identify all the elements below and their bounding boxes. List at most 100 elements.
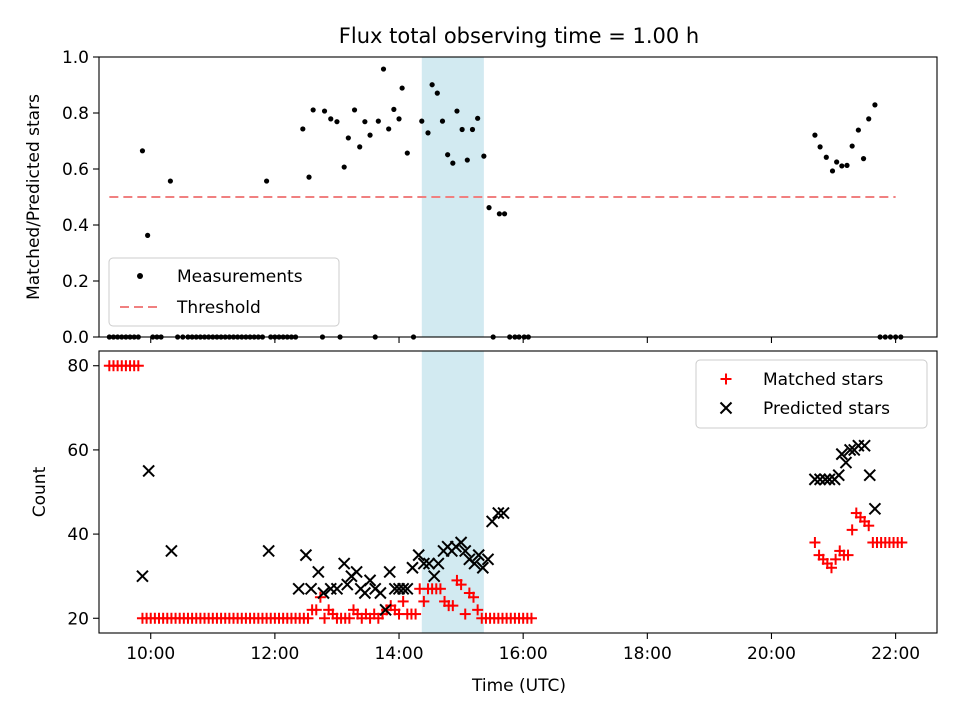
chart-title: Flux total observing time = 1.00 h [339, 24, 699, 48]
bottom-plot-frame [98, 350, 938, 634]
measurement-point [391, 106, 397, 112]
predicted-star-point [417, 557, 431, 570]
measurement-point [454, 108, 460, 114]
measurement-point [362, 119, 368, 125]
measurement-point [429, 82, 435, 88]
matched-star-point [310, 604, 322, 616]
top-y-tick-label: 0.4 [62, 216, 89, 236]
measurement-point [341, 164, 347, 170]
measurement-point [334, 119, 340, 125]
measurement-point [300, 126, 306, 132]
x-axis-label: Time (UTC) [471, 676, 566, 696]
top-y-tick-label: 0.8 [62, 104, 89, 124]
predicted-star-point [262, 544, 275, 558]
measurement-point [817, 144, 823, 150]
predicted-star-point [317, 586, 330, 600]
matched-star-point [830, 553, 842, 565]
top-y-tick-label: 0.6 [62, 160, 89, 180]
measurement-point [351, 107, 358, 113]
x-tick-label: 10:00 [126, 644, 175, 664]
predicted-star-point [858, 439, 871, 452]
predicted-star-point [337, 557, 351, 570]
measurement-point [839, 163, 845, 169]
legend-measurements-marker [137, 273, 143, 279]
measurement-point [469, 126, 476, 133]
matched-star-point [418, 595, 430, 607]
predicted-star-point [808, 473, 822, 486]
measurement-point [434, 90, 440, 96]
measurement-point [445, 152, 451, 158]
predicted-star-point [819, 473, 832, 486]
predicted-star-point [304, 582, 318, 596]
measurement-point [481, 153, 487, 159]
matched-star-point [410, 608, 422, 620]
bottom-y-axis: 20 40 60 80 [67, 357, 99, 629]
predicted-star-point [485, 515, 499, 528]
matched-star-point [846, 524, 858, 536]
matched-star-point [434, 583, 446, 595]
predicted-star-point [363, 574, 377, 587]
x-tick-label: 14:00 [375, 644, 424, 664]
predicted-star-point [142, 464, 155, 478]
predicted-star-point [459, 544, 472, 558]
measurement-point [396, 116, 402, 122]
measurement-point [139, 148, 146, 154]
predicted-star-point [396, 582, 410, 596]
matched-star-point [132, 360, 144, 372]
measurement-point [860, 156, 867, 162]
predicted-star-point [341, 578, 354, 591]
top-y-tick-label: 0.2 [62, 272, 89, 292]
top-y-axis: 0.0 0.2 0.4 0.6 0.8 1.0 [62, 48, 99, 348]
measurement-point [475, 115, 481, 121]
measurement-point [849, 143, 855, 149]
measurement-point [439, 118, 446, 124]
top-y-tick-label: 1.0 [62, 48, 89, 68]
top-plot-frame [98, 56, 938, 338]
matched-star-point [863, 520, 875, 532]
measurement-point [306, 174, 312, 180]
legend-plus-glyph [720, 373, 732, 385]
legend-x-glyph [719, 401, 733, 415]
predicted-star-point [492, 506, 505, 520]
measurement-point [167, 178, 173, 184]
bottom-y-tick-label: 20 [67, 609, 89, 629]
predicted-star-point [468, 557, 481, 570]
measurement-point [459, 126, 465, 133]
legend-threshold-label: Threshold [176, 298, 261, 318]
measurement-point [464, 157, 470, 163]
matched-star-point [397, 595, 409, 607]
predicted-star-point [497, 506, 510, 520]
measurement-point [450, 160, 456, 166]
top-panel: 0.0 0.2 0.4 0.6 0.8 1.0 Matched/Predicted sta… [24, 48, 938, 348]
bottom-y-tick-label: 60 [67, 441, 89, 461]
measurement-point [399, 85, 405, 91]
predicted-star-point [383, 565, 396, 579]
measurement-point [834, 159, 840, 165]
measurement-point [872, 102, 878, 108]
predicted-star-point [481, 553, 495, 566]
legend-matched-label: Matched stars [763, 370, 883, 390]
x-tick-label: 12:00 [250, 644, 299, 664]
predicted-star-point [839, 456, 853, 469]
bottom-panel: 20 40 60 80 10:00 12:00 14:00 16:00 18:00 20:00 2… [30, 350, 938, 696]
measurement-point [310, 107, 316, 113]
top-x-axis [150, 337, 897, 343]
predicted-star-point [374, 586, 387, 600]
measurement-point [386, 126, 392, 132]
measurement-point [321, 108, 328, 114]
predicted-star-point [868, 502, 882, 516]
matched-star-point [525, 612, 537, 624]
measurement-point [404, 150, 410, 156]
matched-star-point [472, 604, 484, 616]
measurement-point [496, 211, 502, 217]
predicted-star-point [379, 603, 392, 617]
predicted-star-point [165, 544, 178, 558]
predicted-star-point [358, 586, 372, 600]
predicted-star-point [412, 548, 425, 562]
predicted-star-point [432, 557, 445, 570]
measurement-point [866, 116, 872, 122]
matched-star-point [468, 591, 480, 603]
top-points [106, 66, 904, 340]
predicted-star-point [813, 473, 827, 486]
